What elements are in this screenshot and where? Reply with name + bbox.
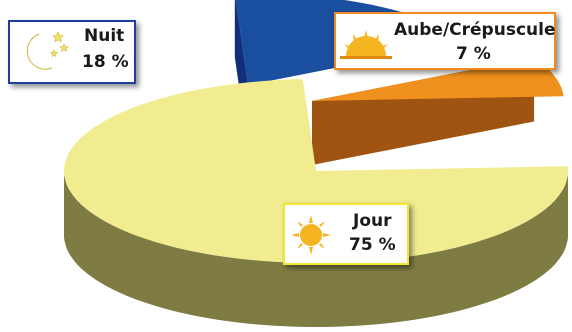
sunrise-icon bbox=[340, 30, 392, 59]
label-jour-value: 75 % bbox=[349, 235, 396, 255]
label-nuit: Nuit 18 % bbox=[8, 20, 136, 84]
label-aube-value: 7 % bbox=[456, 44, 491, 64]
moon-stars-icon bbox=[26, 31, 69, 70]
label-nuit-value: 18 % bbox=[82, 52, 129, 72]
label-jour-name: Jour bbox=[353, 211, 392, 231]
slice-jour bbox=[64, 79, 568, 263]
label-aube: Aube/Crépuscule 7 % bbox=[334, 12, 556, 70]
slice-side-jour bbox=[64, 169, 568, 327]
label-jour: Jour 75 % bbox=[283, 203, 409, 265]
label-aube-name: Aube/Crépuscule bbox=[394, 20, 556, 40]
label-nuit-name: Nuit bbox=[84, 26, 125, 46]
sun-icon bbox=[291, 215, 331, 255]
